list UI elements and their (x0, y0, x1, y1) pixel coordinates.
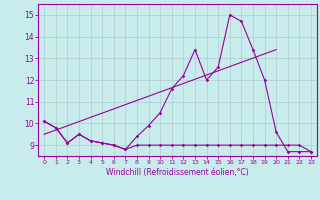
X-axis label: Windchill (Refroidissement éolien,°C): Windchill (Refroidissement éolien,°C) (106, 168, 249, 177)
